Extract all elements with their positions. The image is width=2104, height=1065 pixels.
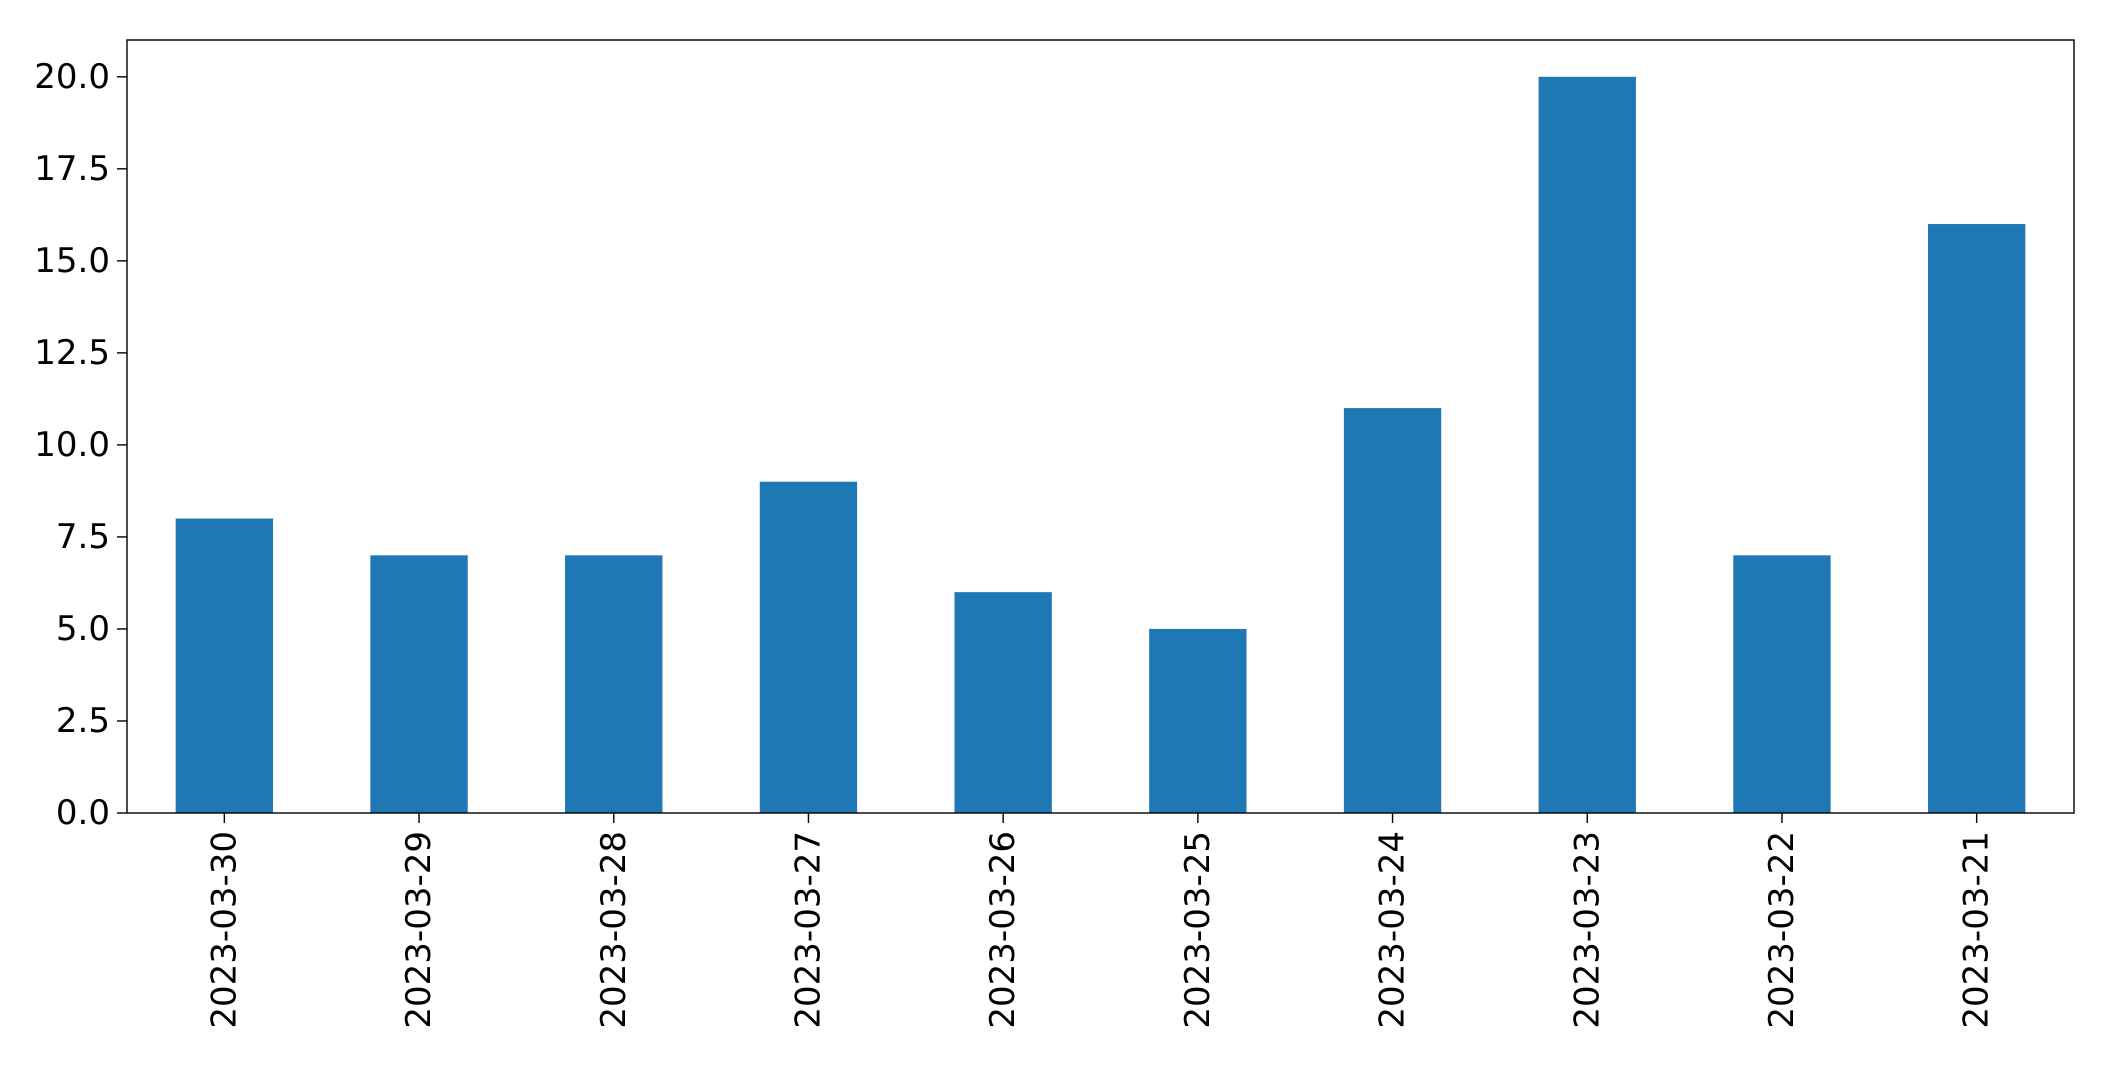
x-tick-label: 2023-03-21 <box>1957 831 1997 1029</box>
y-tick-label: 12.5 <box>34 333 110 373</box>
y-tick-label: 15.0 <box>34 241 110 281</box>
bar-2023-03-25 <box>1149 628 1247 813</box>
bar-2023-03-23 <box>1538 76 1636 814</box>
x-tick-label: 2023-03-23 <box>1567 831 1607 1029</box>
y-tick-label: 10.0 <box>34 425 110 465</box>
x-tick-label: 2023-03-25 <box>1178 831 1218 1029</box>
bar-2023-03-24 <box>1343 408 1442 813</box>
x-axis: 2023-03-30 2023-03-29 2023-03-28 2023-03-27… <box>204 813 1997 1029</box>
bar-2023-03-28 <box>565 555 663 813</box>
bar-2023-03-21 <box>1927 224 2026 814</box>
plot-frame <box>126 39 2075 814</box>
x-tick-label: 2023-03-29 <box>399 831 439 1029</box>
bar-2023-03-27 <box>759 481 858 813</box>
y-tick-label: 17.5 <box>34 149 110 189</box>
x-tick-label: 2023-03-30 <box>204 831 244 1029</box>
x-tick-label: 2023-03-28 <box>594 831 634 1029</box>
x-tick-label: 2023-03-22 <box>1762 831 1802 1029</box>
y-tick-label: 7.5 <box>56 517 110 557</box>
bar-2023-03-22 <box>1733 555 1831 813</box>
x-tick-label: 2023-03-27 <box>788 831 828 1029</box>
y-tick-label: 2.5 <box>56 701 110 741</box>
bar-2023-03-26 <box>954 592 1052 813</box>
bars-group <box>175 76 2026 814</box>
x-tick-label: 2023-03-24 <box>1373 831 1413 1029</box>
x-tick-label: 2023-03-26 <box>983 831 1023 1029</box>
y-tick-label: 20.0 <box>34 57 110 97</box>
bar-2023-03-29 <box>370 555 468 813</box>
y-tick-label: 5.0 <box>56 609 110 649</box>
bar-2023-03-30 <box>175 518 274 813</box>
y-tick-label: 0.0 <box>56 793 110 833</box>
y-axis: 0.0 2.5 5.0 7.5 10.0 12.5 15.0 17.5 20.0 <box>34 57 127 833</box>
